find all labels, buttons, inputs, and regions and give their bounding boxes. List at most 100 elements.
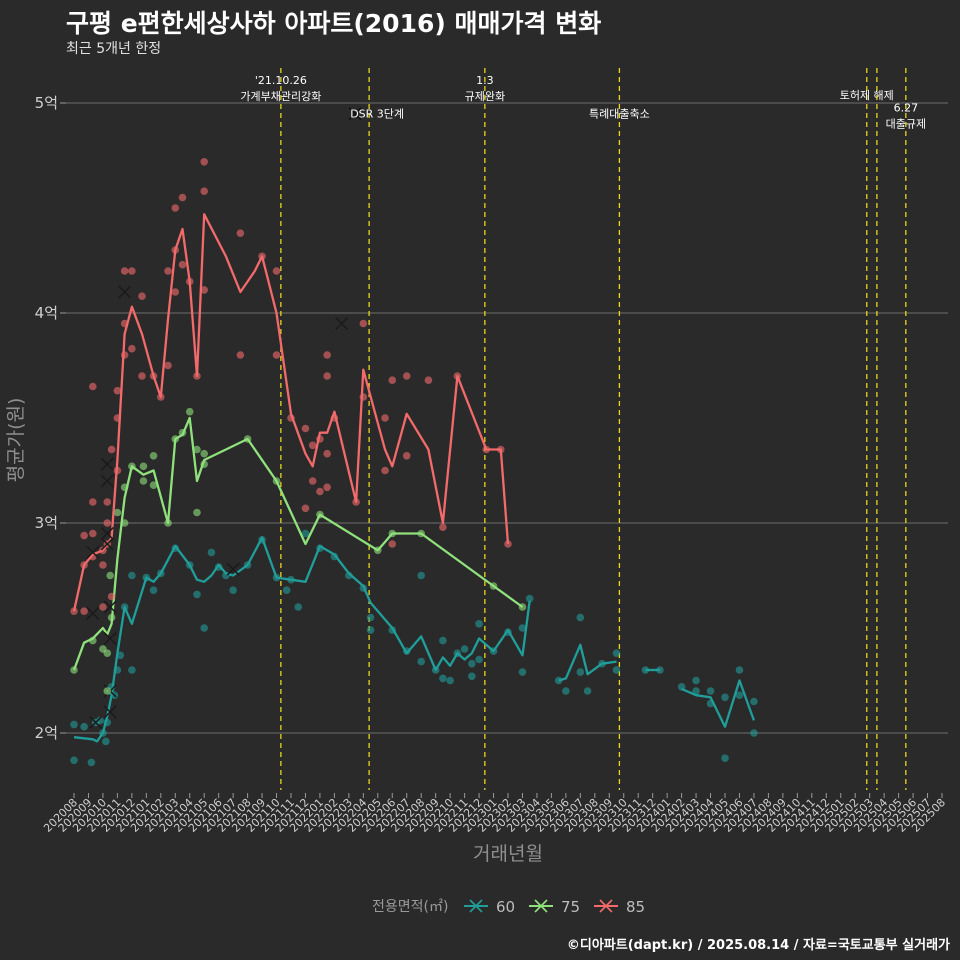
data-point-75 [193,508,201,517]
y-tick-label: 2억 [35,724,58,742]
series-line-60 [681,679,755,728]
data-point-60 [692,687,700,695]
event-label: 규제완화 [465,90,505,103]
legend: 전용면적(㎡) 60 75 85 [372,898,645,916]
data-point-60 [475,655,483,664]
data-point-75 [139,477,148,485]
data-point-75 [103,649,112,657]
data-point-60 [612,666,621,674]
data-point-85 [103,498,112,506]
data-point-85 [402,372,411,380]
y-tick-label: 5억 [35,94,58,112]
data-point-60 [229,586,237,594]
data-point-85 [107,592,116,601]
event-label: DSR 3단계 [350,108,404,121]
cross-marker-60 [89,715,103,730]
data-point-85 [128,344,136,353]
data-point-85 [323,449,331,458]
event-label: '21.10.26 [255,74,307,87]
chart-title: 구평 e편한세상사하 아파트(2016) 매매가격 변화 [66,9,602,38]
data-point-85 [103,519,112,527]
cross-marker-85 [86,606,100,620]
data-point-60 [446,676,454,685]
data-point-85 [359,319,368,328]
x-tick-labels: 2020082020092020102020112020122021012021… [41,796,948,835]
data-point-85 [178,260,187,269]
data-point-85 [80,607,88,615]
data-point-75 [149,452,158,460]
data-point-85 [171,204,180,212]
data-point-60 [721,754,729,762]
data-point-75 [185,407,194,416]
data-point-60 [207,548,216,557]
cross-marker-85 [100,537,114,551]
data-point-60 [193,590,201,599]
data-point-60 [475,620,483,628]
data-point-85 [323,372,331,380]
legend-key-60 [469,899,483,913]
data-point-60 [735,666,744,674]
data-point-75 [106,571,114,580]
data-point-60 [439,636,447,645]
y-tick-labels: 2억 3억 4억 5억 [35,94,58,742]
data-point-75 [103,687,112,695]
data-point-60 [70,756,78,765]
data-point-60 [750,697,758,706]
legend-key-75 [534,899,548,913]
data-point-85 [272,351,281,359]
data-point-60 [200,624,208,632]
data-point-60 [96,716,104,725]
data-point-60 [294,603,303,611]
data-point-60 [282,586,291,594]
data-point-85 [178,193,187,202]
y-tick-label: 4억 [35,304,58,322]
event-label: 대출규제 [886,117,926,130]
event-label: 6.27 [894,101,919,114]
data-point-85 [200,158,208,166]
data-point-75 [139,462,148,471]
data-point-85 [323,351,331,359]
data-point-85 [138,372,146,380]
data-point-85 [164,267,172,275]
data-point-85 [301,504,310,513]
data-point-60 [735,691,744,699]
data-point-85 [138,292,146,301]
data-point-60 [706,687,715,695]
data-point-85 [388,376,397,385]
data-point-60 [612,649,621,657]
cross-marker-75 [103,600,117,614]
data-point-60 [525,594,534,603]
grid-layer [60,102,948,798]
series-85 [70,158,512,620]
data-point-60 [417,571,426,580]
data-point-85 [107,445,116,454]
data-point-85 [89,498,97,506]
data-point-85 [388,540,397,548]
data-point-85 [301,424,310,433]
legend-key-85 [599,899,613,913]
data-point-75 [113,508,122,517]
series-line-60 [558,643,617,682]
data-point-60 [576,668,585,676]
data-point-60 [576,613,585,622]
data-point-60 [583,687,592,695]
data-point-60 [468,659,476,668]
data-point-85 [236,229,245,237]
cross-marker-85 [335,316,349,331]
data-point-60 [692,676,700,685]
data-point-85 [120,267,129,275]
cross-marker-85 [100,457,114,471]
event-label: 1.3 [476,74,494,87]
data-point-85 [164,361,172,370]
data-point-60 [128,666,136,674]
chart-caption: ©디아파트(dapt.kr) / 2025.08.14 / 자료=국토교통부 실… [566,938,950,953]
series-layer [70,158,758,767]
data-point-60 [301,529,310,538]
data-point-85 [424,376,433,385]
data-point-60 [518,624,527,632]
cross-marker-60 [226,562,240,576]
series-line-75 [72,416,524,671]
cross-marker-85 [100,474,114,488]
data-point-85 [89,529,97,538]
legend-title: 전용면적(㎡) [372,899,448,915]
